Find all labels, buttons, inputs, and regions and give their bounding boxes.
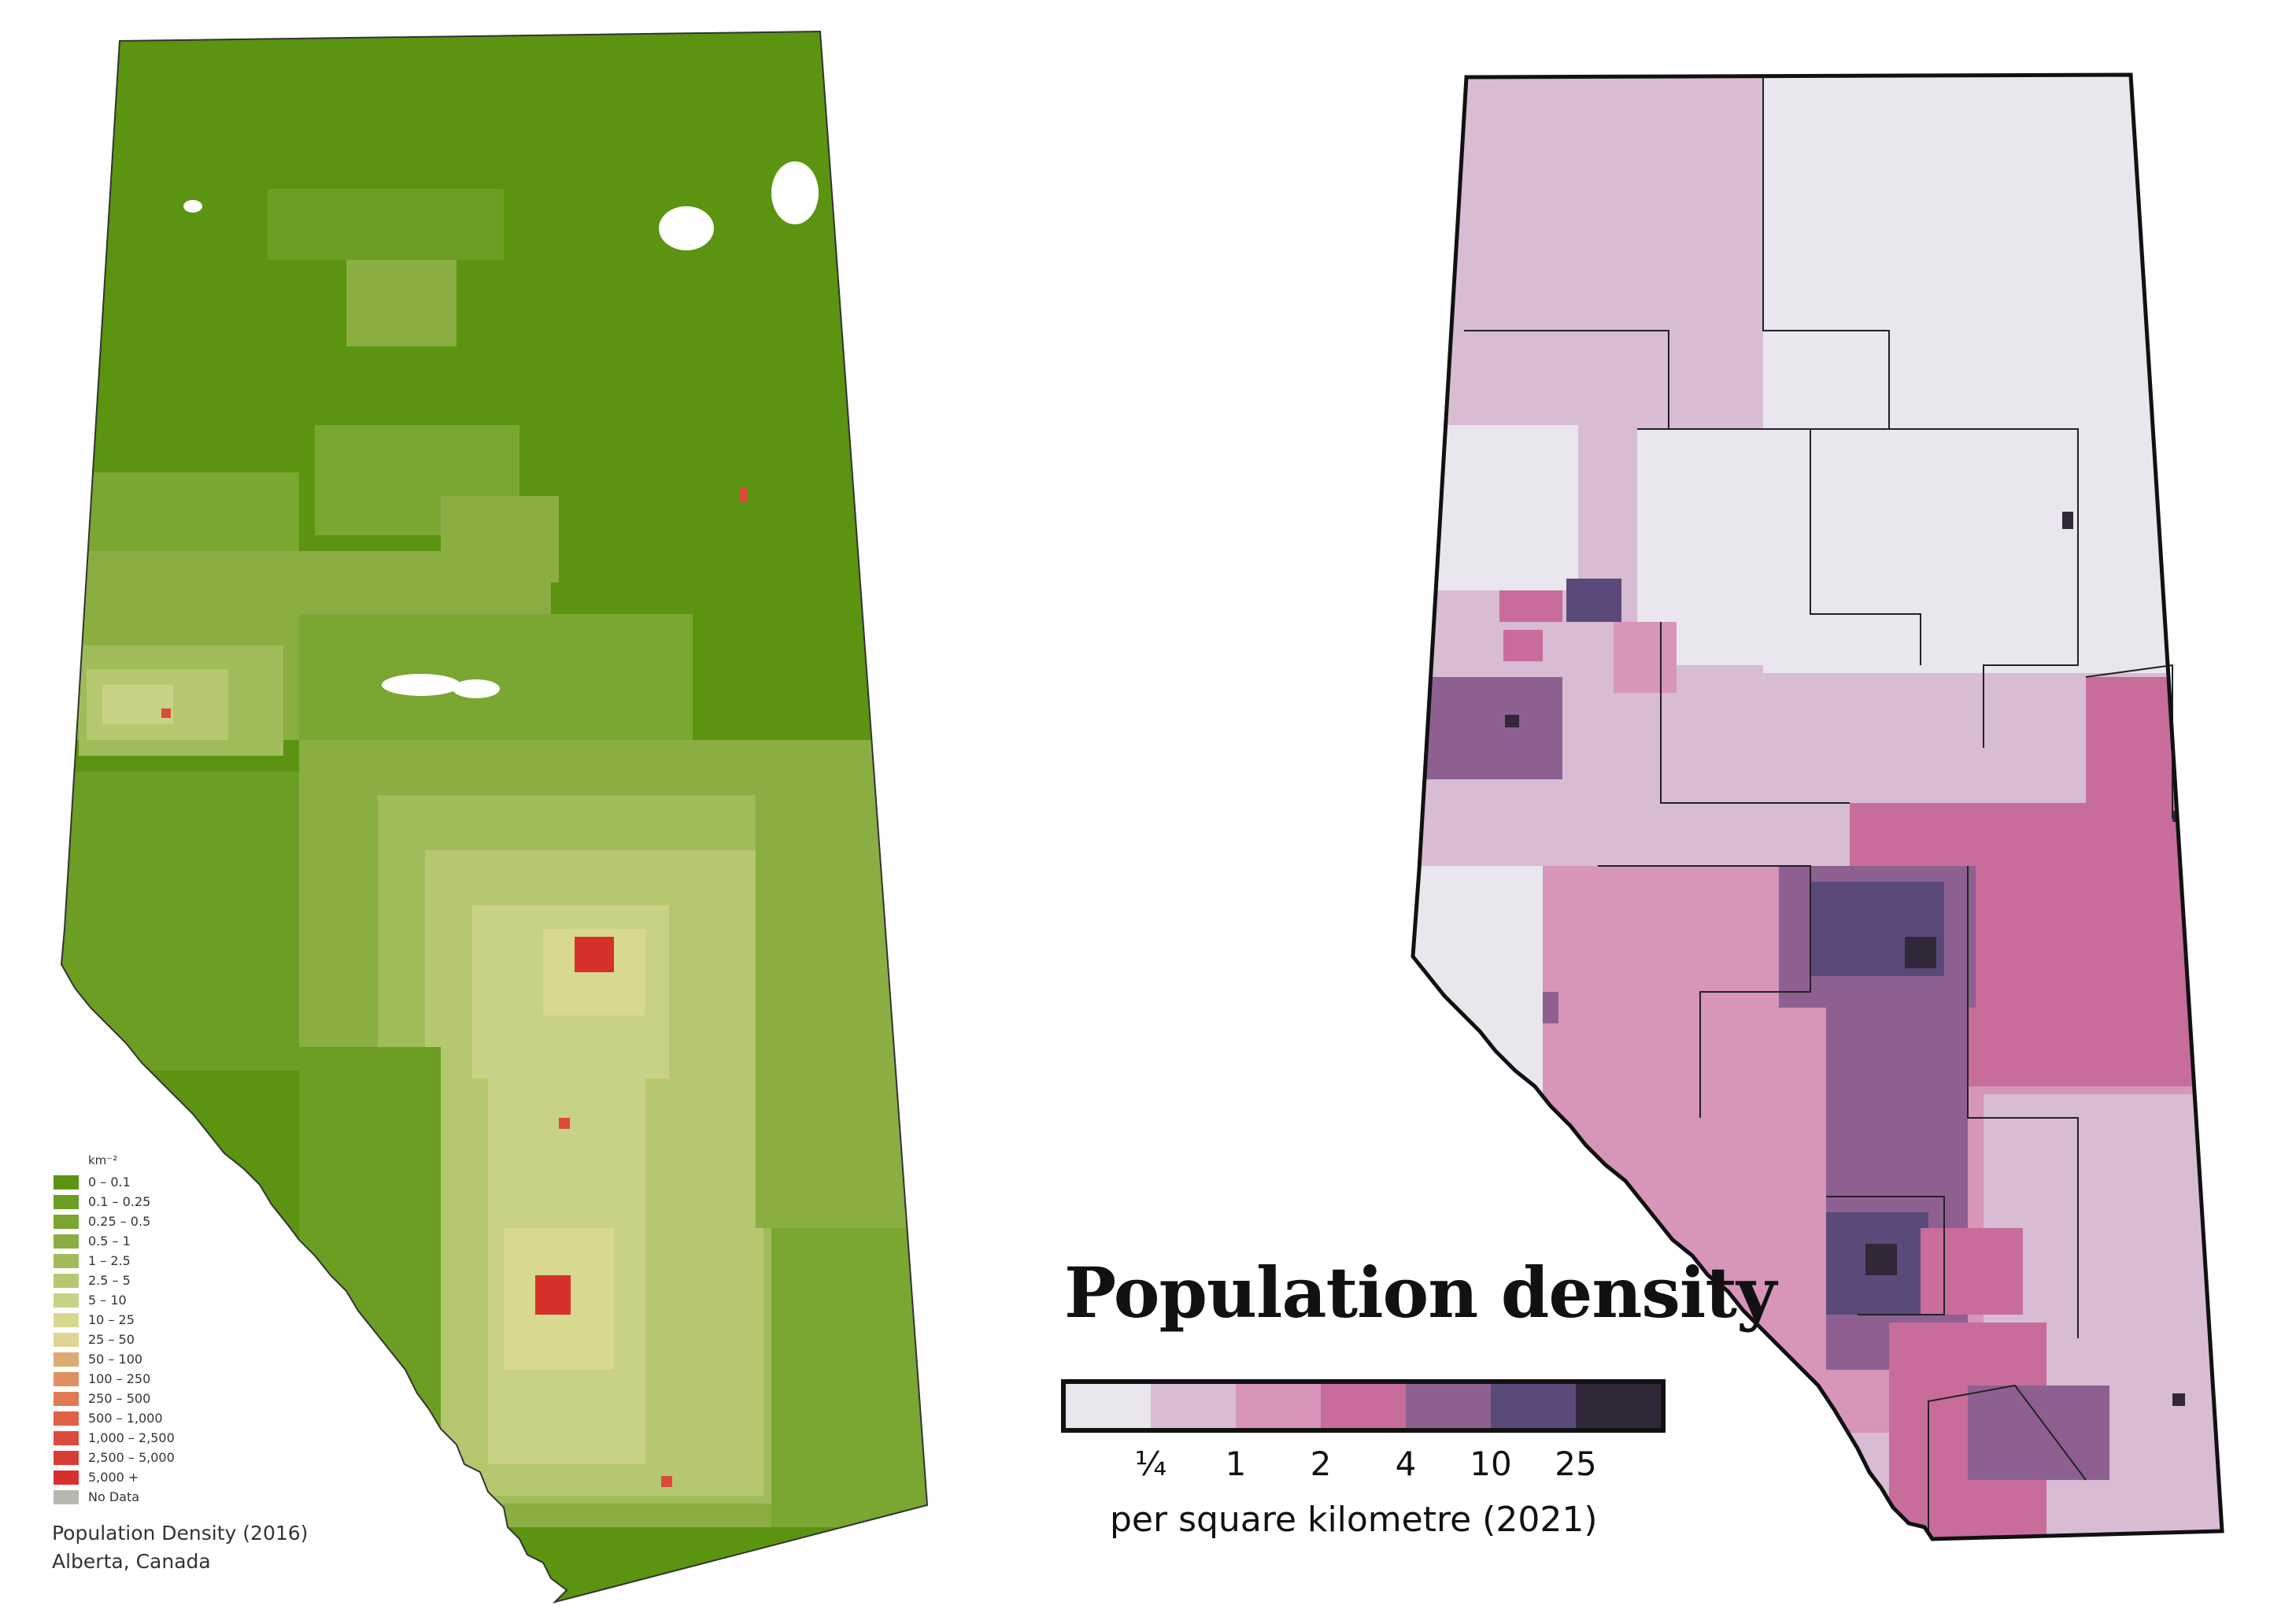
legend-label: 2,500 – 5,000 xyxy=(88,1450,175,1465)
legend-swatch xyxy=(54,1450,79,1465)
scale-segment xyxy=(1236,1384,1321,1428)
legend-swatch xyxy=(54,1430,79,1445)
legend-item: 0.25 – 0.5 xyxy=(54,1212,290,1231)
scale-tick-label: 1 xyxy=(1225,1445,1247,1483)
legend-label: 1 – 2.5 xyxy=(88,1253,131,1268)
legend-swatch xyxy=(54,1234,79,1249)
legend-swatch xyxy=(54,1253,79,1268)
legend-swatch xyxy=(54,1391,79,1406)
legend-swatch xyxy=(54,1312,79,1327)
legend-swatch xyxy=(54,1214,79,1229)
scale-segment xyxy=(1576,1384,1661,1428)
legend-swatch xyxy=(54,1411,79,1426)
legend-item: 25 – 50 xyxy=(54,1330,290,1349)
legend-item: 5 – 10 xyxy=(54,1290,290,1310)
legend-label: 10 – 25 xyxy=(88,1312,135,1327)
legend-label: 5 – 10 xyxy=(88,1293,127,1308)
left-province-outline xyxy=(60,30,929,1604)
right-map-title: Population density xyxy=(1064,1252,1777,1334)
legend-swatch xyxy=(54,1352,79,1367)
scale-segment xyxy=(1491,1384,1576,1428)
legend-swatch xyxy=(54,1175,79,1189)
legend-item: 2,500 – 5,000 xyxy=(54,1448,290,1467)
legend-label: 100 – 250 xyxy=(88,1371,151,1386)
color-scale-bar xyxy=(1061,1379,1666,1433)
legend-item: 1 – 2.5 xyxy=(54,1251,290,1271)
scale-tick-label: 4 xyxy=(1395,1445,1417,1483)
legend-item: No Data xyxy=(54,1487,290,1507)
right-region-borders xyxy=(1464,77,2173,1535)
left-legend: km⁻² 0 – 0.1 0.1 – 0.25 0.25 – 0.5 0.5 – 1 1… xyxy=(54,1153,290,1507)
scale-tick-label: 2 xyxy=(1310,1445,1332,1483)
legend-label: 50 – 100 xyxy=(88,1352,143,1367)
legend-swatch xyxy=(54,1489,79,1504)
legend-label: 2.5 – 5 xyxy=(88,1273,131,1288)
scale-tick-label: 25 xyxy=(1555,1445,1597,1483)
scale-segment xyxy=(1151,1384,1236,1428)
legend-label: 0.1 – 0.25 xyxy=(88,1194,151,1209)
scale-ticks: ¼ 1 2 4 10 25 xyxy=(0,1445,2296,1492)
legend-item: 5,000 + xyxy=(54,1467,290,1487)
legend-item: 0.1 – 0.25 xyxy=(54,1192,290,1212)
legend-label: 500 – 1,000 xyxy=(88,1411,163,1426)
left-density-map xyxy=(61,31,927,1602)
legend-item: 500 – 1,000 xyxy=(54,1408,290,1428)
legend-item: 50 – 100 xyxy=(54,1349,290,1369)
scale-tick-label: ¼ xyxy=(1134,1445,1167,1483)
legend-item: 10 – 25 xyxy=(54,1310,290,1330)
legend-label: 0.5 – 1 xyxy=(88,1234,131,1249)
legend-label: 250 – 500 xyxy=(88,1391,151,1406)
legend-label: 0 – 0.1 xyxy=(88,1175,131,1189)
scale-unit-label: per square kilometre (2021) xyxy=(1110,1500,1598,1540)
scale-segment xyxy=(1066,1384,1151,1428)
legend-item: 0 – 0.1 xyxy=(54,1172,290,1192)
left-caption-title: Population Density (2016) xyxy=(52,1522,309,1545)
left-caption: Population Density (2016) Alberta, Canad… xyxy=(52,1519,308,1576)
legend-swatch xyxy=(54,1194,79,1209)
scale-segment xyxy=(1321,1384,1406,1428)
legend-swatch xyxy=(54,1332,79,1347)
legend-item: 1,000 – 2,500 xyxy=(54,1428,290,1448)
left-caption-region: Alberta, Canada xyxy=(52,1550,211,1573)
legend-label: 0.25 – 0.5 xyxy=(88,1214,151,1229)
scale-tick-label: 10 xyxy=(1470,1445,1512,1483)
legend-swatch xyxy=(54,1371,79,1386)
legend-item: 250 – 500 xyxy=(54,1389,290,1408)
legend-label: 5,000 + xyxy=(88,1470,139,1485)
legend-unit: km⁻² xyxy=(88,1153,118,1167)
legend-item: 0.5 – 1 xyxy=(54,1231,290,1251)
legend-item: 100 – 250 xyxy=(54,1369,290,1389)
legend-item: 2.5 – 5 xyxy=(54,1271,290,1290)
legend-label: No Data xyxy=(88,1489,140,1504)
legend-swatch xyxy=(54,1273,79,1288)
legend-swatch xyxy=(54,1470,79,1485)
legend-swatch xyxy=(54,1293,79,1308)
right-province-outline xyxy=(1411,72,2224,1541)
scale-segment xyxy=(1406,1384,1491,1428)
legend-label: 1,000 – 2,500 xyxy=(88,1430,175,1445)
legend-label: 25 – 50 xyxy=(88,1332,135,1347)
